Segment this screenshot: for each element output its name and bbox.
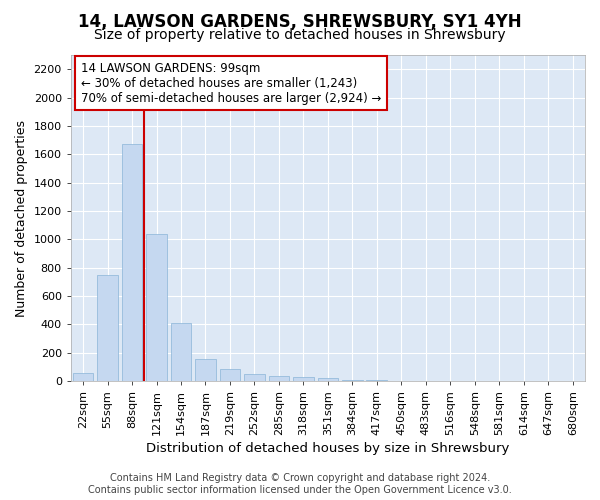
Bar bbox=[269, 376, 289, 381]
Bar bbox=[122, 144, 142, 381]
Bar bbox=[220, 369, 241, 381]
Bar bbox=[73, 373, 94, 381]
Bar bbox=[342, 380, 363, 381]
Bar bbox=[170, 323, 191, 381]
Bar bbox=[244, 374, 265, 381]
Text: Size of property relative to detached houses in Shrewsbury: Size of property relative to detached ho… bbox=[94, 28, 506, 42]
Text: 14, LAWSON GARDENS, SHREWSBURY, SY1 4YH: 14, LAWSON GARDENS, SHREWSBURY, SY1 4YH bbox=[78, 12, 522, 30]
Bar bbox=[317, 378, 338, 381]
Text: 14 LAWSON GARDENS: 99sqm
← 30% of detached houses are smaller (1,243)
70% of sem: 14 LAWSON GARDENS: 99sqm ← 30% of detach… bbox=[81, 62, 382, 104]
Bar bbox=[367, 380, 387, 381]
Bar bbox=[146, 234, 167, 381]
Bar bbox=[293, 377, 314, 381]
Bar bbox=[97, 276, 118, 381]
Text: Contains HM Land Registry data © Crown copyright and database right 2024.
Contai: Contains HM Land Registry data © Crown c… bbox=[88, 474, 512, 495]
Bar bbox=[195, 359, 216, 381]
Y-axis label: Number of detached properties: Number of detached properties bbox=[15, 120, 28, 316]
X-axis label: Distribution of detached houses by size in Shrewsbury: Distribution of detached houses by size … bbox=[146, 442, 509, 455]
